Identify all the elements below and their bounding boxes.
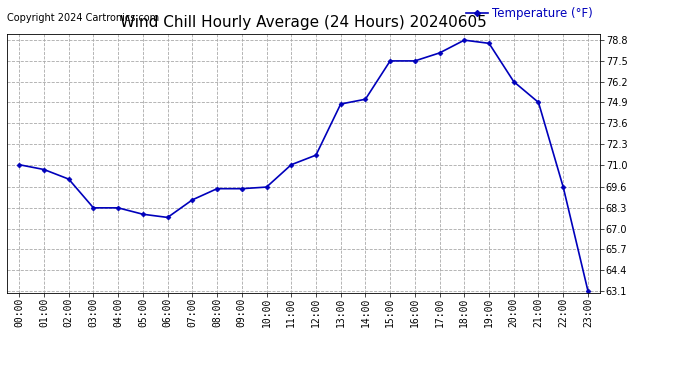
Text: Copyright 2024 Cartronics.com: Copyright 2024 Cartronics.com	[7, 13, 159, 23]
Text: Wind Chill Hourly Average (24 Hours) 20240605: Wind Chill Hourly Average (24 Hours) 202…	[120, 15, 487, 30]
Legend: Temperature (°F): Temperature (°F)	[465, 6, 594, 21]
